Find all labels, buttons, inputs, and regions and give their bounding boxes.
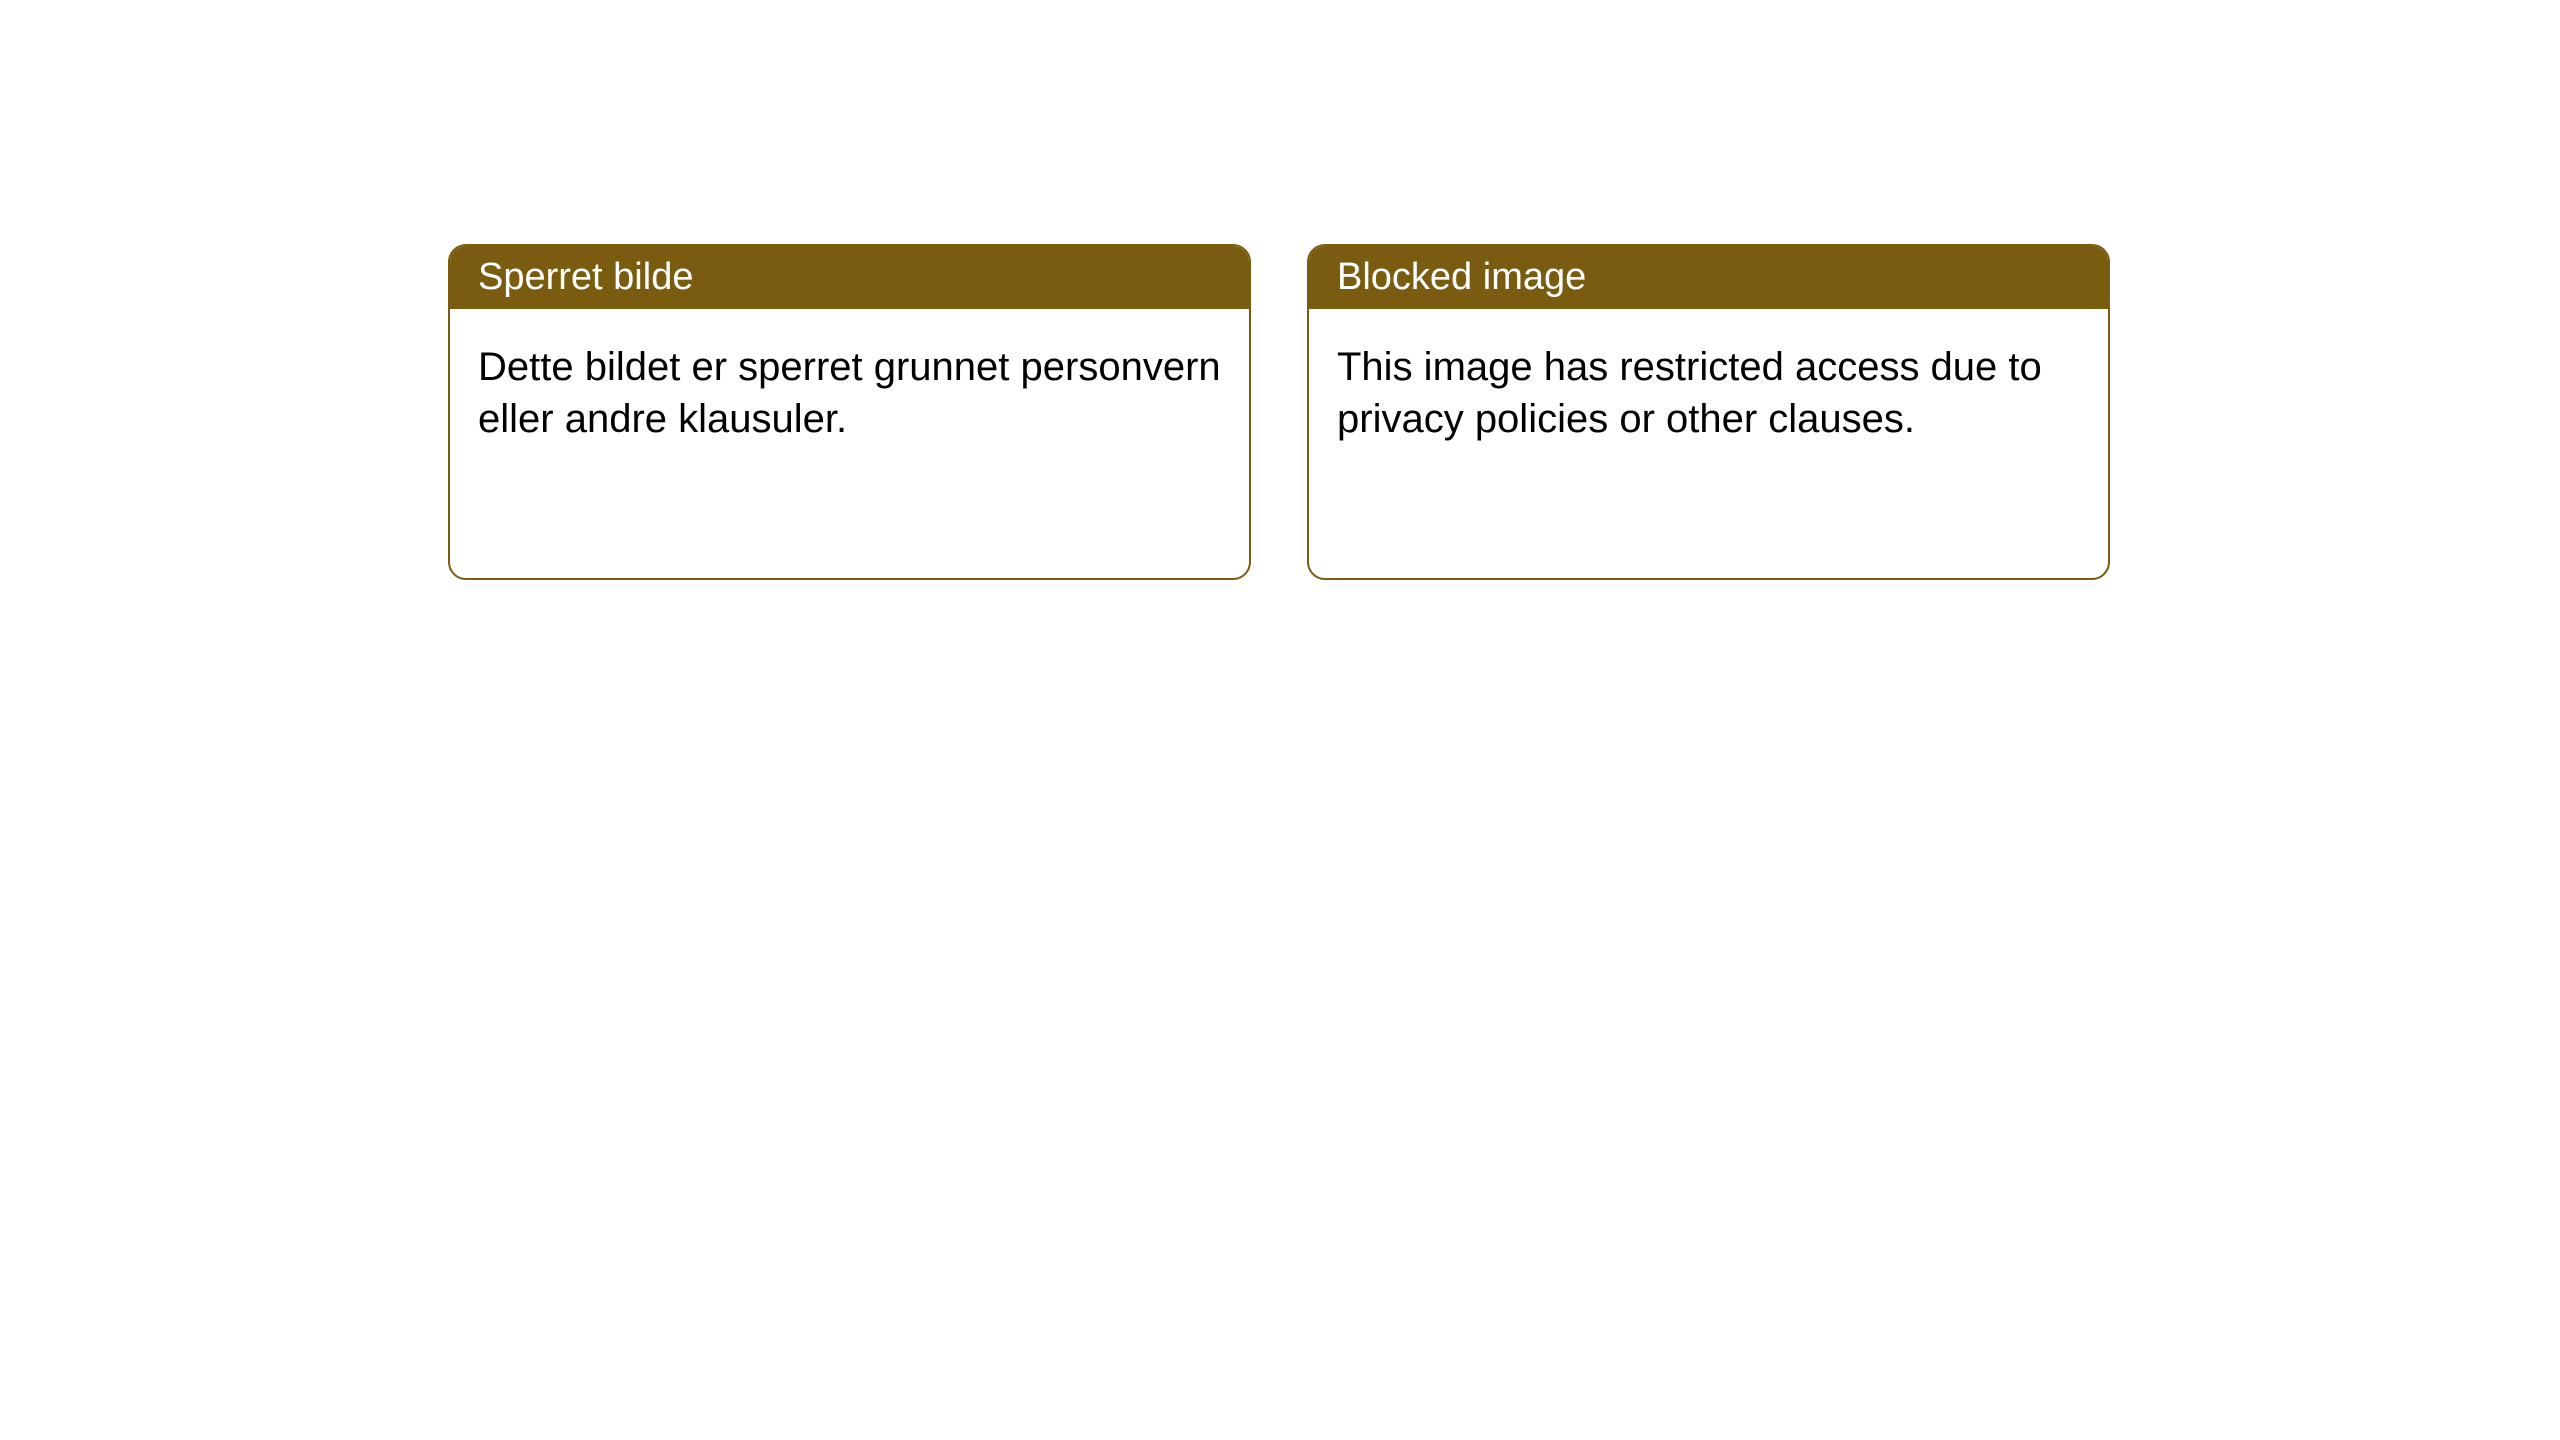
notice-card-english: Blocked image This image has restricted …: [1307, 244, 2110, 580]
notice-text: Dette bildet er sperret grunnet personve…: [478, 345, 1221, 441]
notice-title: Blocked image: [1337, 256, 1586, 298]
notice-card-norwegian: Sperret bilde Dette bildet er sperret gr…: [448, 244, 1251, 580]
notice-title: Sperret bilde: [478, 256, 693, 298]
notice-text: This image has restricted access due to …: [1337, 345, 2042, 441]
notice-header: Blocked image: [1309, 246, 2108, 309]
notice-header: Sperret bilde: [450, 246, 1249, 309]
notice-body: Dette bildet er sperret grunnet personve…: [450, 309, 1249, 477]
notices-container: Sperret bilde Dette bildet er sperret gr…: [0, 0, 2560, 580]
notice-body: This image has restricted access due to …: [1309, 309, 2108, 477]
